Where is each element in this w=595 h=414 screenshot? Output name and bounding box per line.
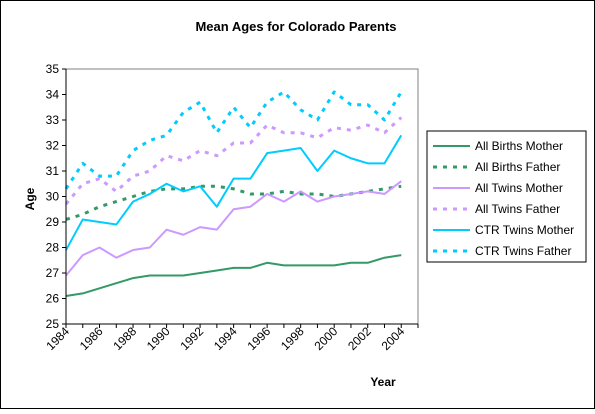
y-tick-label: 31 xyxy=(46,164,60,178)
x-axis-label: Year xyxy=(370,375,396,389)
legend-items: All Births Mother All Births Father All Tw… xyxy=(433,139,574,258)
legend-box xyxy=(426,130,587,263)
legend-label: CTR Twins Mother xyxy=(475,223,574,237)
series-line-all-births-mother xyxy=(65,254,402,297)
y-tick-label: 34 xyxy=(46,88,60,102)
y-tick-label: 25 xyxy=(46,317,60,331)
series-layer xyxy=(64,90,403,297)
series-line-all-twins-father xyxy=(64,116,403,206)
y-axis-label: Age xyxy=(23,187,37,210)
y-tick-label: 32 xyxy=(46,139,60,153)
series-line-ctr-twins-mother xyxy=(65,134,403,251)
legend-label: All Births Mother xyxy=(475,139,563,153)
y-tick-label: 33 xyxy=(46,113,60,127)
y-tick-label: 35 xyxy=(46,62,60,76)
y-tick-label: 30 xyxy=(46,190,60,204)
chart-title: Mean Ages for Colorado Parents xyxy=(195,19,396,34)
plot-area xyxy=(65,68,419,325)
y-tick-label: 29 xyxy=(46,215,60,229)
series-line-all-twins-mother xyxy=(65,180,402,277)
legend-label: All Births Father xyxy=(475,160,560,174)
y-tick-label: 27 xyxy=(46,266,60,280)
legend: All Births Mother All Births Father All Tw… xyxy=(426,130,587,263)
y-tick-label: 28 xyxy=(46,241,60,255)
y-tick-label: 26 xyxy=(46,292,60,306)
legend-label: All Twins Father xyxy=(475,202,560,216)
legend-label: CTR Twins Father xyxy=(475,244,571,258)
legend-label: All Twins Mother xyxy=(475,181,563,195)
series-line-all-births-father xyxy=(65,184,402,221)
